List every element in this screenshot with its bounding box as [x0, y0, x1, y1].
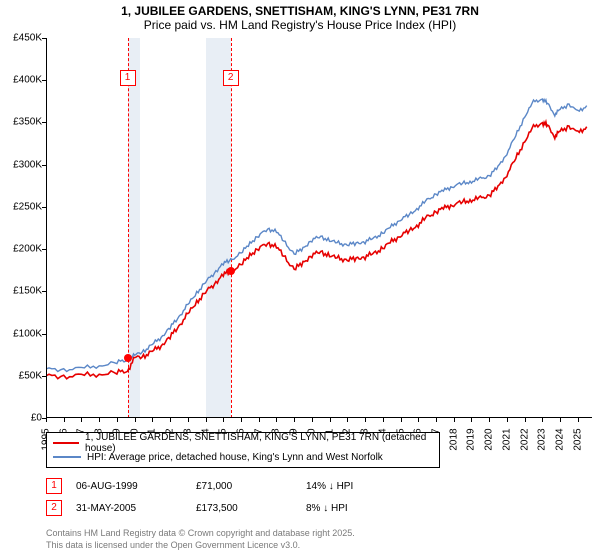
- x-tick: [46, 418, 47, 422]
- footer-line-2: This data is licensed under the Open Gov…: [46, 540, 300, 550]
- x-tick: [81, 418, 82, 422]
- x-tick: [294, 418, 295, 422]
- sale-marker-on-chart: 1: [120, 70, 136, 86]
- x-tick: [276, 418, 277, 422]
- x-tick: [259, 418, 260, 422]
- x-tick: [383, 418, 384, 422]
- sale-marker-1: 1: [46, 478, 62, 494]
- x-axis-label: 2020: [484, 428, 495, 450]
- x-tick: [365, 418, 366, 422]
- sale-price-1: £71,000: [196, 481, 306, 492]
- x-axis-line: [46, 417, 592, 418]
- chart-area: 12: [46, 38, 592, 418]
- x-tick: [223, 418, 224, 422]
- x-tick: [542, 418, 543, 422]
- x-tick: [64, 418, 65, 422]
- sale-date-1: 06-AUG-1999: [76, 481, 196, 492]
- x-tick: [241, 418, 242, 422]
- x-tick: [312, 418, 313, 422]
- footer-line-1: Contains HM Land Registry data © Crown c…: [46, 528, 355, 538]
- sale-row-1: 1 06-AUG-1999 £71,000 14% ↓ HPI: [46, 478, 353, 494]
- x-tick: [489, 418, 490, 422]
- series-hpi: [46, 99, 587, 372]
- y-axis-label: £50K: [2, 370, 42, 381]
- y-tick: [42, 80, 46, 81]
- x-axis-label: 2022: [519, 428, 530, 450]
- x-tick: [170, 418, 171, 422]
- y-tick: [42, 122, 46, 123]
- x-tick: [418, 418, 419, 422]
- x-tick: [578, 418, 579, 422]
- y-tick: [42, 334, 46, 335]
- y-tick: [42, 165, 46, 166]
- sale-marker-2: 2: [46, 500, 62, 516]
- sale-diff-1: 14% ↓ HPI: [306, 481, 353, 492]
- chart-title-line2: Price paid vs. HM Land Registry's House …: [0, 18, 600, 32]
- x-axis-label: 2018: [448, 428, 459, 450]
- series-price_paid: [46, 122, 587, 379]
- x-tick: [525, 418, 526, 422]
- y-axis-label: £200K: [2, 244, 42, 255]
- x-axis-label: 2021: [501, 428, 512, 450]
- y-tick: [42, 376, 46, 377]
- y-tick: [42, 291, 46, 292]
- y-axis-label: £450K: [2, 33, 42, 44]
- y-axis-label: £100K: [2, 328, 42, 339]
- y-axis-label: £250K: [2, 201, 42, 212]
- x-tick: [401, 418, 402, 422]
- x-tick: [188, 418, 189, 422]
- legend-label-hpi: HPI: Average price, detached house, King…: [87, 452, 383, 463]
- x-tick: [99, 418, 100, 422]
- y-axis-label: £150K: [2, 286, 42, 297]
- x-tick: [560, 418, 561, 422]
- sale-row-2: 2 31-MAY-2005 £173,500 8% ↓ HPI: [46, 500, 348, 516]
- y-axis-label: £350K: [2, 117, 42, 128]
- x-tick: [347, 418, 348, 422]
- y-axis-label: £400K: [2, 75, 42, 86]
- y-axis-label: £0: [2, 413, 42, 424]
- legend-swatch-hpi: [53, 456, 81, 458]
- sale-price-2: £173,500: [196, 503, 306, 514]
- y-axis-label: £300K: [2, 159, 42, 170]
- y-tick: [42, 207, 46, 208]
- x-tick: [436, 418, 437, 422]
- sale-diff-2: 8% ↓ HPI: [306, 503, 348, 514]
- x-tick: [330, 418, 331, 422]
- sale-date-2: 31-MAY-2005: [76, 503, 196, 514]
- sale-dot: [124, 354, 132, 362]
- x-axis-label: 2025: [572, 428, 583, 450]
- x-tick: [117, 418, 118, 422]
- sale-marker-on-chart: 2: [223, 70, 239, 86]
- y-axis-line: [46, 38, 47, 418]
- x-tick: [135, 418, 136, 422]
- x-tick: [206, 418, 207, 422]
- x-axis-label: 2024: [555, 428, 566, 450]
- y-tick: [42, 249, 46, 250]
- y-tick: [42, 38, 46, 39]
- legend-swatch-price: [53, 442, 79, 444]
- chart-title-line1: 1, JUBILEE GARDENS, SNETTISHAM, KING'S L…: [0, 4, 600, 18]
- legend-item-price: 1, JUBILEE GARDENS, SNETTISHAM, KING'S L…: [53, 436, 433, 450]
- legend-item-hpi: HPI: Average price, detached house, King…: [53, 450, 433, 464]
- x-tick: [471, 418, 472, 422]
- x-tick: [152, 418, 153, 422]
- x-tick: [454, 418, 455, 422]
- x-axis-label: 2023: [537, 428, 548, 450]
- x-tick: [507, 418, 508, 422]
- legend-box: 1, JUBILEE GARDENS, SNETTISHAM, KING'S L…: [46, 432, 440, 468]
- x-axis-label: 2019: [466, 428, 477, 450]
